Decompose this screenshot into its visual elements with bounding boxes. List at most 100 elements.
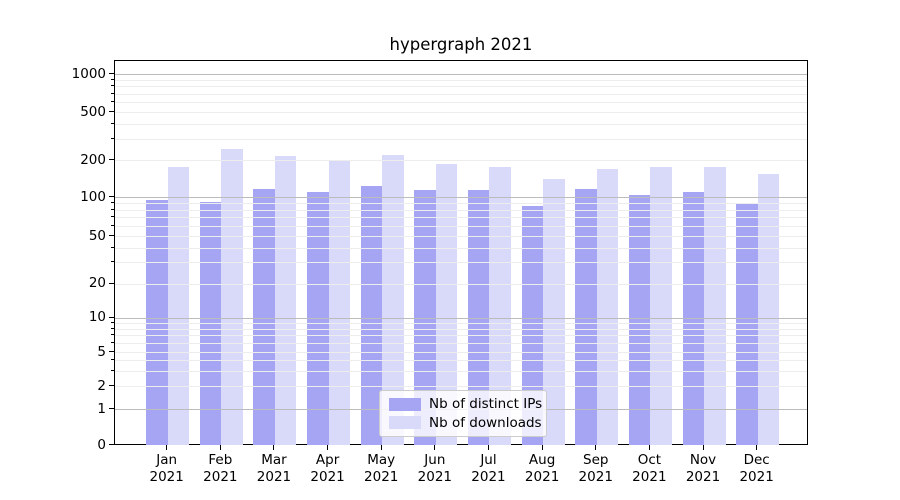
x-tick-feb bbox=[219, 445, 221, 450]
plot-area: Nb of distinct IPs Nb of downloads bbox=[114, 60, 808, 445]
y-minortick-40 bbox=[111, 246, 114, 248]
x-tick-month: Apr bbox=[315, 452, 340, 468]
legend-label-distinct-ips: Nb of distinct IPs bbox=[429, 396, 543, 413]
bar-nb-of-downloads-apr bbox=[328, 160, 351, 445]
y-tick-200 bbox=[108, 159, 114, 160]
y-tick-label-5: 5 bbox=[97, 343, 106, 360]
x-tick-jun bbox=[434, 445, 436, 450]
gridline-minor-5 bbox=[115, 352, 807, 353]
gridline-minor-70 bbox=[115, 217, 807, 219]
x-tick-year: 2021 bbox=[739, 469, 774, 485]
gridline-minor-30 bbox=[115, 262, 807, 264]
x-tick-year: 2021 bbox=[471, 469, 506, 485]
bar-nb-of-distinct-ips-dec bbox=[736, 203, 758, 445]
x-tick-month: Mar bbox=[261, 452, 287, 468]
y-minortick-8 bbox=[111, 327, 114, 329]
x-tick-label-jul: Jul 2021 bbox=[458, 452, 518, 486]
x-tick-oct bbox=[648, 445, 650, 450]
legend-label-downloads: Nb of downloads bbox=[429, 414, 542, 431]
y-tick-label-50: 50 bbox=[88, 227, 106, 244]
y-tick-label-2: 2 bbox=[97, 377, 106, 394]
y-minortick-7 bbox=[111, 334, 114, 336]
bar-nb-of-distinct-ips-may bbox=[360, 185, 383, 445]
bar-nb-of-distinct-ips-oct bbox=[628, 195, 651, 445]
x-tick-label-jan: Jan 2021 bbox=[137, 452, 197, 486]
legend-swatch-distinct-ips bbox=[389, 397, 421, 411]
x-tick-month: Feb bbox=[208, 452, 233, 468]
gridline-minor-20 bbox=[115, 283, 807, 285]
x-tick-mar bbox=[273, 445, 275, 450]
bar-nb-of-distinct-ips-mar bbox=[253, 188, 275, 445]
y-minortick-80 bbox=[111, 208, 114, 210]
gridline-major-10 bbox=[115, 317, 807, 319]
y-minortick-300 bbox=[111, 137, 114, 139]
y-tick-0 bbox=[108, 444, 114, 445]
x-tick-month: Nov bbox=[689, 452, 717, 468]
bar-nb-of-downloads-sep bbox=[596, 169, 619, 445]
x-tick-label-mar: Mar 2021 bbox=[244, 452, 304, 486]
x-tick-label-dec: Dec 2021 bbox=[727, 452, 787, 486]
x-tick-month: Dec bbox=[743, 452, 770, 468]
x-tick-jul bbox=[487, 445, 489, 450]
y-minortick-90 bbox=[111, 201, 114, 203]
bar-nb-of-downloads-mar bbox=[274, 156, 297, 445]
gridline-minor-40 bbox=[115, 247, 807, 249]
legend-entry-distinct-ips: Nb of distinct IPs bbox=[389, 396, 542, 412]
x-tick-month: Jul bbox=[480, 452, 497, 468]
y-minortick-9 bbox=[111, 321, 114, 323]
bar-nb-of-distinct-ips-sep bbox=[575, 188, 597, 445]
x-tick-month: Sep bbox=[583, 452, 609, 468]
x-tick-year: 2021 bbox=[203, 469, 238, 485]
gridline-minor-600 bbox=[115, 102, 807, 103]
y-tick-label-1000: 1000 bbox=[71, 65, 106, 82]
gridline-minor-8 bbox=[115, 328, 807, 330]
bar-nb-of-downloads-may bbox=[382, 155, 404, 445]
x-tick-year: 2021 bbox=[632, 469, 667, 485]
y-tick-5 bbox=[108, 351, 114, 352]
gridline-major-1000 bbox=[115, 74, 807, 75]
chart-title: hypergraph 2021 bbox=[389, 35, 533, 54]
x-tick-apr bbox=[327, 445, 329, 450]
x-tick-nov bbox=[702, 445, 704, 450]
gridline-minor-900 bbox=[115, 79, 807, 81]
x-tick-year: 2021 bbox=[310, 469, 345, 485]
y-tick-1000 bbox=[108, 73, 114, 74]
x-tick-dec bbox=[756, 445, 758, 450]
gridline-minor-60 bbox=[115, 225, 807, 227]
x-tick-label-oct: Oct 2021 bbox=[619, 452, 679, 486]
x-tick-label-may: May 2021 bbox=[351, 452, 411, 486]
y-tick-label-20: 20 bbox=[88, 275, 106, 291]
bar-nb-of-downloads-feb bbox=[221, 148, 243, 445]
y-tick-label-500: 500 bbox=[80, 103, 106, 120]
legend-swatch-downloads bbox=[389, 416, 421, 430]
x-tick-sep bbox=[595, 445, 597, 450]
y-minortick-600 bbox=[111, 101, 114, 102]
y-tick-10 bbox=[108, 316, 114, 318]
x-tick-year: 2021 bbox=[685, 469, 721, 485]
y-tick-label-100: 100 bbox=[80, 188, 106, 205]
x-tick-label-nov: Nov 2021 bbox=[673, 452, 733, 486]
gridline-minor-50 bbox=[115, 236, 807, 237]
y-minortick-700 bbox=[111, 92, 114, 94]
x-tick-label-aug: Aug 2021 bbox=[512, 452, 572, 486]
bar-nb-of-downloads-aug bbox=[543, 178, 565, 445]
y-minortick-400 bbox=[111, 122, 114, 124]
gridline-minor-500 bbox=[115, 112, 807, 113]
x-tick-month: Jun bbox=[424, 452, 446, 468]
x-tick-month: May bbox=[367, 452, 396, 468]
x-tick-month: Oct bbox=[637, 452, 662, 468]
bar-nb-of-distinct-ips-jan bbox=[146, 200, 168, 445]
y-minortick-30 bbox=[111, 261, 114, 263]
x-tick-year: 2021 bbox=[578, 469, 613, 485]
gridline-minor-80 bbox=[115, 209, 807, 211]
y-tick-500 bbox=[108, 111, 114, 112]
bar-nb-of-downloads-dec bbox=[757, 173, 780, 445]
gridline-minor-300 bbox=[115, 138, 807, 140]
x-tick-label-sep: Sep 2021 bbox=[566, 452, 626, 486]
legend-entry-downloads: Nb of downloads bbox=[389, 415, 542, 431]
y-minortick-800 bbox=[111, 85, 114, 87]
y-tick-20 bbox=[108, 282, 114, 284]
y-minortick-60 bbox=[111, 224, 114, 226]
x-tick-month: Jan bbox=[156, 452, 178, 468]
